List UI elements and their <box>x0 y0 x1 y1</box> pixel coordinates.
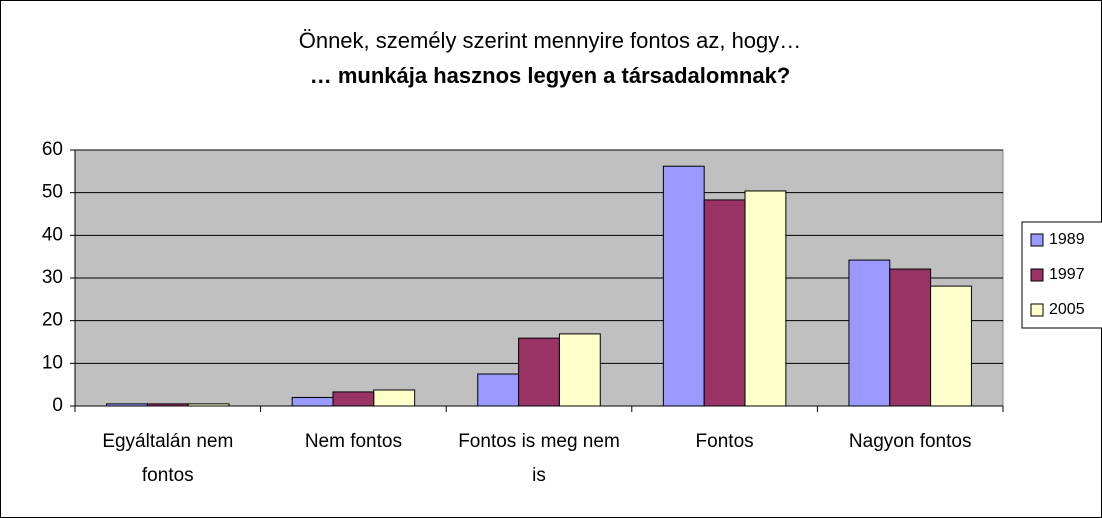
y-tick-label: 10 <box>42 352 63 373</box>
y-tick-label: 30 <box>42 267 63 288</box>
bar <box>373 389 416 407</box>
x-tick-label: Egyáltalán nem fontos <box>102 431 234 486</box>
legend-swatch <box>1030 268 1044 282</box>
bar <box>744 190 787 407</box>
bar <box>930 285 972 407</box>
y-tick-label: 50 <box>42 182 63 203</box>
bar <box>146 403 189 407</box>
bar <box>106 403 148 407</box>
chart-title: … munkája hasznos legyen a társadalomnak… <box>310 63 791 88</box>
legend-swatch <box>1030 233 1044 247</box>
x-tick-label: Nem fontos <box>304 431 402 452</box>
x-tick-label: Nagyon fontos <box>848 431 972 452</box>
y-tick-label: 0 <box>52 395 63 416</box>
bar <box>291 396 334 407</box>
bar <box>848 259 891 407</box>
bar <box>187 403 230 407</box>
legend-label: 1989 <box>1049 231 1085 248</box>
bar <box>518 337 560 407</box>
y-tick-label: 20 <box>42 310 63 331</box>
y-tick-label: 40 <box>42 224 63 245</box>
bar <box>332 391 375 407</box>
legend-swatch <box>1030 303 1044 317</box>
x-tick-label: Fontos <box>695 431 754 452</box>
x-tick-label: Fontos is meg nem is <box>458 431 620 486</box>
bar <box>703 199 746 407</box>
bar <box>558 333 601 407</box>
y-tick-label: 60 <box>42 139 63 160</box>
legend-label: 1997 <box>1049 266 1085 283</box>
legend-label: 2005 <box>1049 301 1085 318</box>
bar <box>662 165 705 407</box>
bar <box>477 373 520 407</box>
bar <box>889 268 932 407</box>
chart-title: Önnek, személy szerint mennyire fontos a… <box>299 28 802 53</box>
